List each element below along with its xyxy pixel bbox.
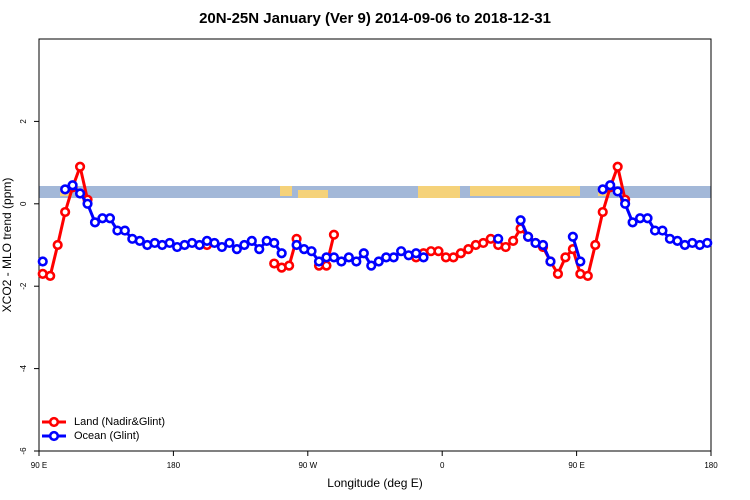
point [269,258,280,269]
point [284,260,295,271]
point [522,231,534,242]
point [82,198,93,209]
point [74,161,86,172]
point [60,184,71,195]
point [455,248,466,259]
point [74,188,86,199]
legend-marker [48,430,60,442]
point [702,237,713,249]
legend-label: Land (Nadir&Glint) [74,416,165,428]
point [246,235,257,246]
point [328,252,340,263]
legend-marker [48,416,60,428]
chart-title: 20N-25N January (Ver 9) 2014-09-06 to 20… [199,10,551,27]
point [291,239,302,251]
point [306,246,317,257]
y-tick-label: -4 [19,364,28,372]
x-tick-label: 180 [167,461,181,470]
point [366,260,377,271]
point [313,256,325,267]
x-tick-label: 90 E [568,461,584,470]
point [560,252,571,263]
x-axis-label: Longitude (deg E) [327,476,422,490]
point [552,268,564,279]
land-patch [280,186,292,196]
point [448,252,459,263]
point [657,225,668,236]
x-tick-label: 90 E [31,461,47,470]
x-tick-label: 90 W [298,461,317,470]
map-strip [39,186,711,198]
legend-label: Ocean (Glint) [74,430,139,442]
point [37,256,48,267]
y-tick-label: -6 [19,447,28,455]
point [612,161,623,172]
x-tick-label: 180 [704,461,718,470]
point [605,180,616,191]
point [545,256,556,267]
point [612,186,623,197]
x-tick-label: 0 [440,461,445,470]
point [537,239,549,251]
point [239,239,250,251]
point [194,239,205,251]
point [67,180,78,191]
point [627,217,638,228]
point [388,252,399,263]
point [590,239,601,251]
point [515,215,526,226]
point [343,252,354,263]
point [582,270,593,282]
point [269,237,280,249]
point [336,256,347,267]
point [89,217,101,228]
point [45,270,56,282]
point [134,235,145,246]
point [104,213,116,224]
land-patch [298,190,328,198]
point [209,237,220,249]
point [493,233,504,244]
point [575,256,586,267]
point [567,231,578,242]
point [597,206,608,218]
y-tick-label: 2 [19,119,28,124]
point [119,225,130,236]
point [672,235,683,246]
point [396,246,407,257]
point [276,248,287,259]
point [478,237,489,249]
point [433,246,444,257]
point [642,213,653,224]
point [508,235,519,246]
point [620,198,631,209]
point [410,248,422,259]
point [463,244,474,255]
point [373,256,384,267]
land-patch [470,186,580,196]
point [224,237,235,249]
point [60,206,71,218]
point [216,241,228,253]
point [328,229,340,240]
point [164,237,175,249]
point [351,256,362,267]
y-axis-label: XCO2 - MLO trend (ppm) [0,178,14,313]
point [231,244,242,255]
y-tick-label: 0 [19,201,28,206]
point [500,241,511,253]
point [52,239,63,251]
y-tick-label: -2 [19,282,28,290]
point [418,252,429,263]
point [254,244,265,255]
point [597,184,608,195]
land-patch [418,186,460,198]
point [358,248,369,259]
